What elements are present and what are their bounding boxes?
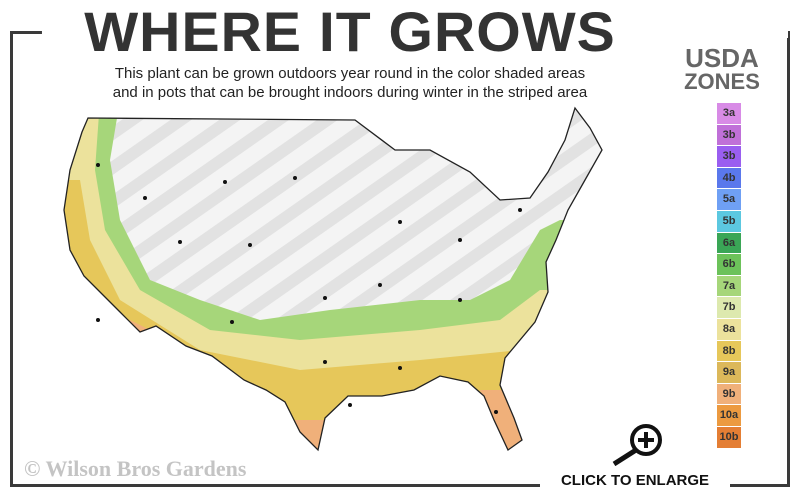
legend-title-line: ZONES — [684, 69, 760, 94]
legend-zone-4b: 4b — [717, 167, 741, 189]
legend-zone-7b: 7b — [717, 297, 741, 318]
legend-zone-9a: 9a — [717, 362, 741, 383]
page-title: WHERE IT GROWS — [41, 0, 659, 64]
legend-zone-3a: 3a — [717, 103, 741, 124]
legend-zone-8a: 8a — [717, 318, 741, 340]
legend-zone-10a: 10a — [717, 405, 741, 426]
watermark: © Wilson Bros Gardens — [24, 456, 247, 481]
click-to-enlarge-button[interactable]: CLICK TO ENLARGE — [540, 470, 730, 491]
legend-zone-6b: 6b — [717, 254, 741, 275]
frame-gap — [650, 28, 788, 38]
legend-zone-6a: 6a — [717, 232, 741, 254]
magnifier-plus-icon[interactable] — [608, 422, 664, 466]
legend-zone-7a: 7a — [717, 275, 741, 297]
legend-zone-8b: 8b — [717, 340, 741, 362]
legend-zone-9b: 9b — [717, 383, 741, 405]
legend-zone-5a: 5a — [717, 189, 741, 210]
legend-zone-10b: 10b — [717, 426, 741, 448]
zone-legend: 3a 3b 3b 4b 5a 5b 6a 6b 7a 7b 8a 8b 9a 9b 10a 10b — [717, 103, 741, 449]
subtitle: This plant can be grown outdoors year ro… — [40, 64, 660, 102]
legend-zone-3b: 3b — [717, 146, 741, 167]
city-dots — [96, 163, 522, 414]
legend-zone-3b: 3b — [717, 124, 741, 146]
subtitle-line: This plant can be grown outdoors year ro… — [114, 65, 586, 82]
legend-title: USDA ZONES — [662, 43, 782, 94]
legend-title-line: USDA — [685, 43, 759, 73]
legend-zone-5b: 5b — [717, 210, 741, 232]
subtitle-line: and in pots that can be brought indoors … — [112, 84, 588, 101]
